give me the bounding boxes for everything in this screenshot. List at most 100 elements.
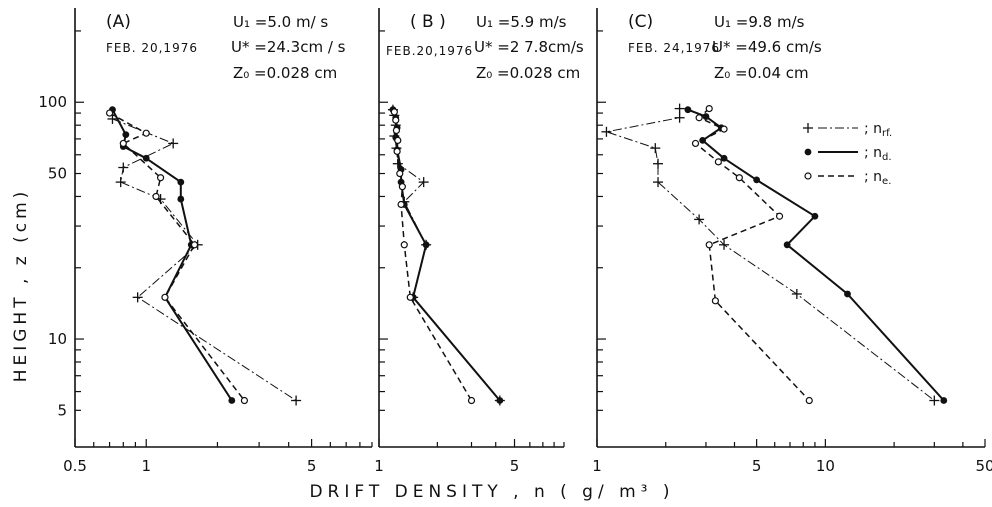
data-point-e [119, 139, 127, 148]
data-point-rf [107, 113, 118, 124]
data-point-d [177, 178, 185, 186]
data-point-rf [674, 103, 685, 114]
data-point-e [714, 158, 722, 166]
data-point-e [161, 293, 169, 301]
data-point-d [753, 176, 761, 184]
data-point-e [392, 116, 400, 124]
series-line-e [109, 112, 245, 401]
data-point-e [691, 139, 700, 148]
data-point-e [711, 297, 720, 305]
data-point-e [240, 396, 249, 405]
data-point-rf [653, 158, 664, 169]
data-point-rf [168, 138, 179, 149]
data-point-d [811, 212, 819, 220]
data-point-d [684, 106, 692, 114]
data-point-e [152, 192, 160, 201]
u1-value: U₁ =5.0 m/ s [233, 13, 328, 31]
data-point-rf [674, 112, 685, 123]
legend: ; nrf. ; nd. ; ne. [803, 121, 892, 187]
data-point-e [705, 104, 713, 113]
panel-label: (C) [628, 12, 653, 32]
data-point-rf [929, 395, 940, 406]
legend-label: ; ne. [864, 169, 891, 187]
data-point-e [775, 212, 784, 220]
data-point-e [392, 126, 401, 135]
data-point-e [735, 174, 743, 182]
x-tick-label: 50 [975, 457, 992, 475]
series-line-e [393, 111, 473, 401]
panel-c: 1 5 10 50 (C) FEB. 24,1976 U₁ =9.8 m/s U* =49.6… [592, 8, 992, 475]
panel-date: FEB. 20,1976 [106, 41, 198, 55]
data-point-e [390, 108, 398, 116]
x-tick-label: 5 [307, 457, 317, 475]
series-line-d [391, 109, 501, 402]
data-point-rf [118, 162, 129, 173]
data-point-d [142, 154, 150, 162]
series-line-rf [112, 118, 297, 401]
data-point-e [393, 147, 401, 155]
series-line-rf [392, 109, 501, 401]
legend-label: ; nrf. [864, 121, 892, 139]
data-point-rf [132, 292, 143, 303]
z0-value: Z₀ =0.028 cm [476, 64, 580, 82]
y-axis-label: HEIGHT , z (cm) [11, 188, 31, 383]
data-point-e [156, 174, 165, 182]
data-point-e [400, 241, 408, 249]
panels-group: 5 10 50 100 0.5 1 5 (A) FEB. 20,1976 U₁ =5.0 m/ s… [38, 8, 992, 475]
data-point-d [122, 131, 130, 138]
x-tick-label: 1 [374, 457, 384, 475]
legend-marker [804, 172, 812, 180]
z0-value: Z₀ =0.04 cm [714, 64, 809, 82]
x-tick-label: 0.5 [63, 457, 87, 475]
u1-value: U₁ =5.9 m/s [476, 13, 567, 31]
data-point-d [177, 195, 185, 203]
data-point-d [422, 241, 430, 249]
data-point-d [702, 113, 710, 120]
data-point-e [142, 129, 150, 137]
data-point-e [406, 293, 414, 301]
data-point-e [397, 200, 405, 209]
data-point-d [720, 154, 728, 162]
y-tick-label: 50 [48, 165, 67, 183]
panel-date: FEB.20,1976 [386, 44, 473, 58]
data-point-e [394, 136, 402, 144]
data-point-e [190, 241, 199, 249]
x-tick-label: 1 [592, 457, 602, 475]
data-point-e [105, 109, 114, 117]
data-point-d [228, 397, 236, 404]
data-point-rf [650, 143, 661, 154]
series-line-e [694, 108, 810, 402]
data-point-e [396, 169, 404, 178]
y-tick-label: 5 [57, 401, 67, 419]
legend-marker [803, 123, 813, 133]
data-point-e [720, 125, 728, 133]
data-point-e [467, 396, 476, 405]
legend-entry: ; nrf. [803, 121, 892, 139]
data-point-d [496, 397, 504, 404]
x-tick-label: 5 [510, 457, 520, 475]
data-point-rf [694, 214, 705, 225]
data-point-rf [418, 177, 429, 188]
series-line-d [111, 109, 233, 402]
legend-marker [804, 148, 812, 156]
data-point-rf [653, 177, 664, 188]
ustar-value: U* =2 7.8cm/s [474, 38, 584, 56]
data-point-rf [291, 395, 302, 406]
data-point-e [398, 183, 406, 191]
x-tick-label: 1 [141, 457, 151, 475]
u1-value: U₁ =9.8 m/s [714, 13, 805, 31]
data-point-rf [791, 288, 802, 299]
data-point-rf [392, 158, 403, 169]
data-point-e [805, 396, 813, 405]
x-tick-label: 5 [752, 457, 762, 475]
legend-label: ; nd. [864, 145, 892, 163]
data-point-rf [719, 239, 730, 250]
legend-entry: ; nd. [804, 145, 892, 163]
data-point-rf [115, 177, 126, 188]
z0-value: Z₀ =0.028 cm [233, 64, 337, 82]
x-axis-label: DRIFT DENSITY , n ( g/ m³ ) [309, 482, 674, 502]
panel-label: ( B ) [410, 12, 446, 32]
y-tick-label: 100 [38, 93, 67, 111]
